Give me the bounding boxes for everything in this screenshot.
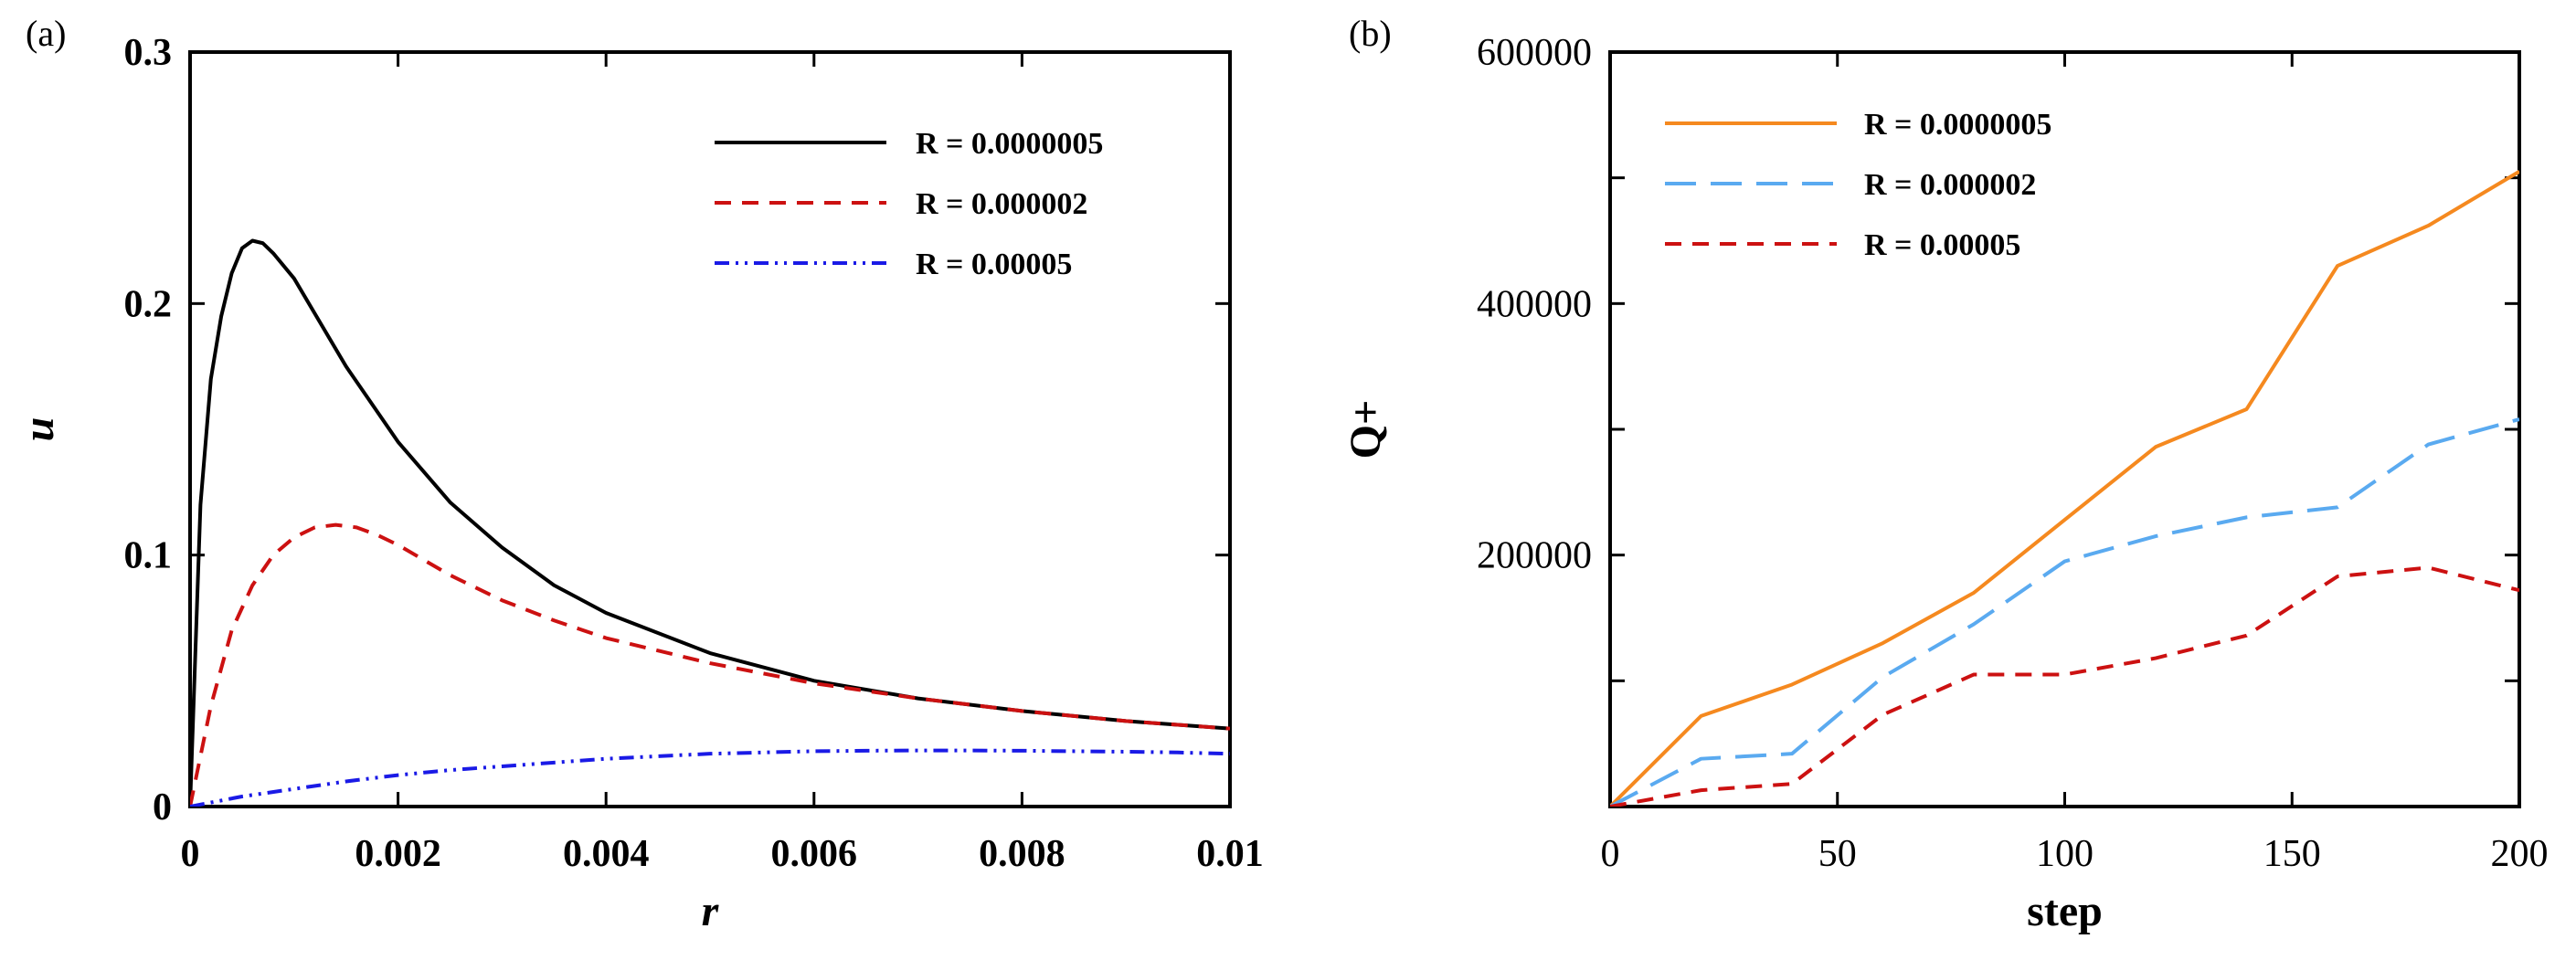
series-group [1610, 170, 2519, 807]
x-axis-label: step [2027, 887, 2103, 935]
plot-frame [1608, 50, 2521, 808]
x-tick-label: 0.002 [355, 833, 441, 875]
legend-label-1: R = 0.0000005 [1864, 108, 2051, 142]
y-tick-label: 0.2 [124, 283, 173, 325]
panel-label: (a) [26, 13, 66, 54]
y-axis-label: Q+ [1341, 400, 1390, 459]
chart-panel-a: (a) 0 0.002 0.004 0.006 0.008 0.01 0 0.1 0.2 0.3 r u… [15, 13, 1264, 935]
y-tick-label: 400000 [1477, 283, 1592, 325]
y-tick-label: 600000 [1477, 32, 1592, 74]
y-tick-label: 0.3 [124, 32, 173, 74]
y-tick-label: 0 [153, 786, 172, 828]
x-tick-label: 150 [2263, 833, 2321, 875]
chart-panel-b: (b) 0 50 100 150 200 200000 400000 600000 step Q+ R… [1341, 13, 2549, 935]
x-axis-label: r [702, 887, 720, 935]
series-line-1 [190, 238, 1230, 807]
x-tick-label: 0.01 [1196, 833, 1264, 875]
x-tick-label: 200 [2491, 833, 2549, 875]
y-axis-label: u [15, 417, 63, 442]
series-line-1 [1610, 170, 2519, 807]
x-tick-label: 100 [2036, 833, 2094, 875]
series-group [190, 238, 1230, 807]
legend-label-2: R = 0.000002 [916, 187, 1087, 221]
legend-label-3: R = 0.00005 [916, 248, 1072, 281]
x-tick-label: 0.004 [563, 833, 650, 875]
y-tick-label: 200000 [1477, 535, 1592, 577]
x-tick-label: 50 [1818, 833, 1857, 875]
legend-label-3: R = 0.00005 [1864, 228, 2020, 262]
series-line-2 [1610, 417, 2519, 807]
legend-label-2: R = 0.000002 [1864, 168, 2036, 202]
plot-frame [188, 50, 1232, 808]
x-tick-label: 0 [1601, 833, 1620, 875]
y-tick-label: 0.1 [124, 535, 173, 577]
x-tick-label: 0.006 [771, 833, 858, 875]
series-line-3 [1610, 565, 2519, 807]
panel-label: (b) [1349, 13, 1392, 54]
x-tick-label: 0.008 [979, 833, 1065, 875]
x-tick-label: 0 [181, 833, 200, 875]
series-line-3 [190, 748, 1230, 807]
series-line-2 [190, 522, 1230, 807]
legend-label-1: R = 0.0000005 [916, 127, 1103, 161]
